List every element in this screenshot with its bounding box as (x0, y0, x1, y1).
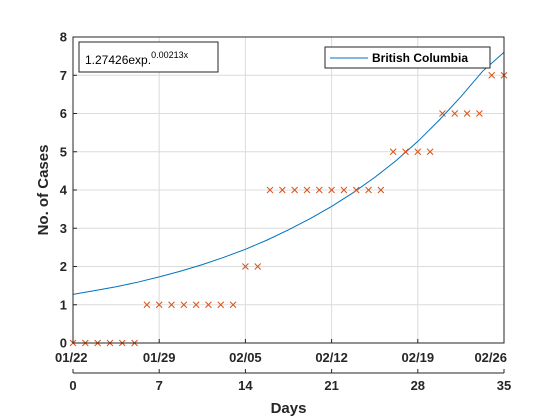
scatter-point (155, 301, 163, 309)
x-tick-label: 7 (156, 378, 163, 393)
y-axis-title: No. of Cases (35, 145, 52, 236)
annotation-exponent: 0.00213x (151, 50, 189, 60)
x-tick-label: 21 (324, 378, 338, 393)
scatter-point (254, 263, 262, 270)
y-tick-label: 3 (60, 221, 67, 236)
legend: British Columbia (324, 46, 491, 69)
scatter-point (402, 148, 409, 156)
fit-curve-british-columbia (72, 51, 505, 295)
scatter-point (180, 301, 188, 309)
fit-curve-layer (72, 51, 505, 295)
date-axis: 01/22 01/29 02/05 02/12 02/19 02/26 (55, 350, 507, 374)
scatter-point (463, 110, 471, 117)
scatter-point (242, 263, 249, 270)
scatter-point (229, 301, 237, 309)
annotation-text: 1.27426exp.0.00213x (85, 50, 189, 67)
y-tick-label: 0 (60, 336, 67, 351)
scatter-point (315, 186, 323, 194)
scatter-point (414, 148, 422, 156)
date-tick-label: 02/26 (474, 350, 507, 365)
scatter-point (291, 186, 299, 194)
y-tick-label: 8 (60, 30, 67, 45)
scatter-point (278, 186, 286, 194)
date-tick-label: 01/29 (143, 350, 176, 365)
scatter-marker-layer (69, 71, 508, 347)
y-tick-labels: 0 1 2 3 4 5 6 7 8 (60, 30, 77, 351)
y-tick-label: 1 (60, 297, 67, 312)
scatter-point (192, 301, 200, 309)
y-tick-label: 2 (60, 259, 67, 274)
scatter-point (451, 110, 459, 117)
y-tick-label: 7 (60, 68, 67, 83)
date-tick-label: 02/12 (315, 350, 348, 365)
fit-equation-annotation: 1.27426exp.0.00213x (78, 41, 219, 73)
x-axis-title: Days (271, 400, 307, 417)
annotation-base: 1.27426exp. (85, 53, 151, 67)
scatter-point (365, 186, 372, 194)
scatter-point (476, 110, 483, 117)
scatter-point (439, 110, 446, 117)
scatter-point (217, 301, 225, 309)
scatter-point (340, 186, 348, 194)
date-tick-label: 01/22 (55, 350, 88, 365)
annotation-box (78, 41, 219, 73)
date-tick-label: 02/19 (402, 350, 435, 365)
scatter-point (143, 301, 151, 309)
scatter-point (377, 186, 385, 194)
date-tick-label: 02/05 (229, 350, 262, 365)
scatter-point (352, 186, 360, 194)
scatter-point (328, 186, 335, 194)
scatter-point (205, 301, 212, 309)
x-tick-label: 28 (411, 378, 425, 393)
legend-label-british-columbia: British Columbia (372, 51, 468, 65)
scatter-point (266, 186, 274, 194)
scatter-point (303, 186, 311, 194)
x-tick-label: 0 (69, 378, 76, 393)
legend-box (324, 46, 491, 69)
scatter-point (168, 301, 175, 309)
scatter-point (426, 148, 434, 156)
x-tick-labels: 0 7 14 21 28 35 (69, 339, 511, 393)
scatter-point (488, 71, 496, 79)
x-tick-label: 14 (238, 378, 253, 393)
scatter-point (389, 148, 397, 156)
y-tick-label: 5 (60, 144, 67, 159)
x-tick-label: 35 (497, 378, 511, 393)
y-tick-label: 6 (60, 106, 67, 121)
y-tick-label: 4 (60, 183, 68, 198)
